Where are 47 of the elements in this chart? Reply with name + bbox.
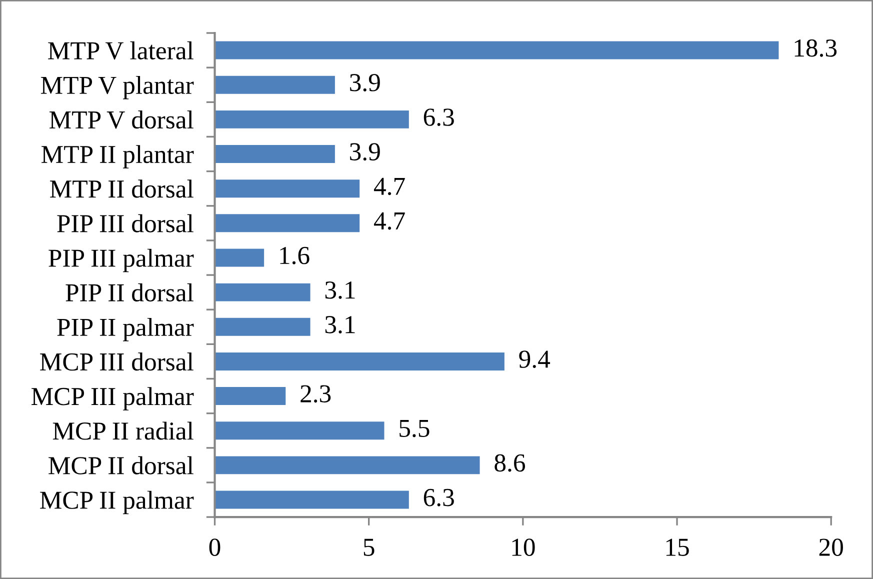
data-label: 6.3	[424, 108, 454, 126]
x-tick-label: 20	[819, 538, 843, 556]
bar	[214, 110, 409, 128]
y-tick-label: MTP V dorsal	[50, 110, 194, 129]
bar	[214, 422, 384, 440]
y-tick-label: PIP II palmar	[57, 318, 194, 342]
y-tick-label: MCP II dorsal	[48, 456, 194, 474]
y-tick-label: MTP II dorsal	[50, 180, 194, 198]
bar	[214, 145, 335, 164]
data-label: 6.3	[424, 488, 454, 506]
y-tick-label: PIP III palmar	[48, 248, 194, 272]
y-tick-label: MCP III palmar	[32, 387, 194, 410]
data-label: 5.5	[400, 420, 430, 438]
bar	[214, 248, 264, 267]
data-label: 18.3	[794, 39, 837, 57]
y-tick-label: MCP II palmar	[40, 490, 194, 514]
x-tick-label: 10	[512, 538, 535, 556]
data-label: 2.3	[300, 385, 331, 403]
bar	[214, 76, 335, 94]
y-tick-label: MCP III dorsal	[40, 352, 194, 371]
y-tick-label: MTP V lateral	[48, 41, 194, 60]
data-label: 3.9	[350, 74, 380, 92]
bar	[214, 387, 286, 406]
y-tick-label: PIP II dorsal	[66, 283, 194, 302]
bar	[214, 41, 779, 60]
bar	[214, 283, 310, 302]
data-label: 3.1	[325, 316, 355, 334]
data-label: 8.6	[494, 454, 526, 472]
data-label: 1.6	[280, 246, 310, 264]
y-tick-label: MTP II plantar	[42, 145, 194, 168]
bar	[214, 490, 409, 509]
y-tick-label: MTP V plantar	[40, 76, 194, 100]
data-label: 4.7	[374, 212, 405, 230]
bar	[214, 180, 360, 198]
data-label: 3.1	[325, 281, 355, 299]
x-tick-label: 15	[666, 538, 689, 556]
y-tick-label: PIP III dorsal	[57, 214, 194, 232]
data-label: 3.9	[350, 143, 380, 161]
x-tick-label: 0	[209, 538, 220, 556]
bar	[214, 456, 480, 474]
bar	[214, 214, 360, 232]
bar	[214, 318, 310, 336]
x-tick-label: 5	[364, 538, 374, 556]
bar	[214, 352, 504, 370]
data-label: 9.4	[519, 350, 550, 368]
data-label: 4.7	[374, 178, 405, 196]
y-tick-label: MCP II radial	[52, 422, 194, 440]
